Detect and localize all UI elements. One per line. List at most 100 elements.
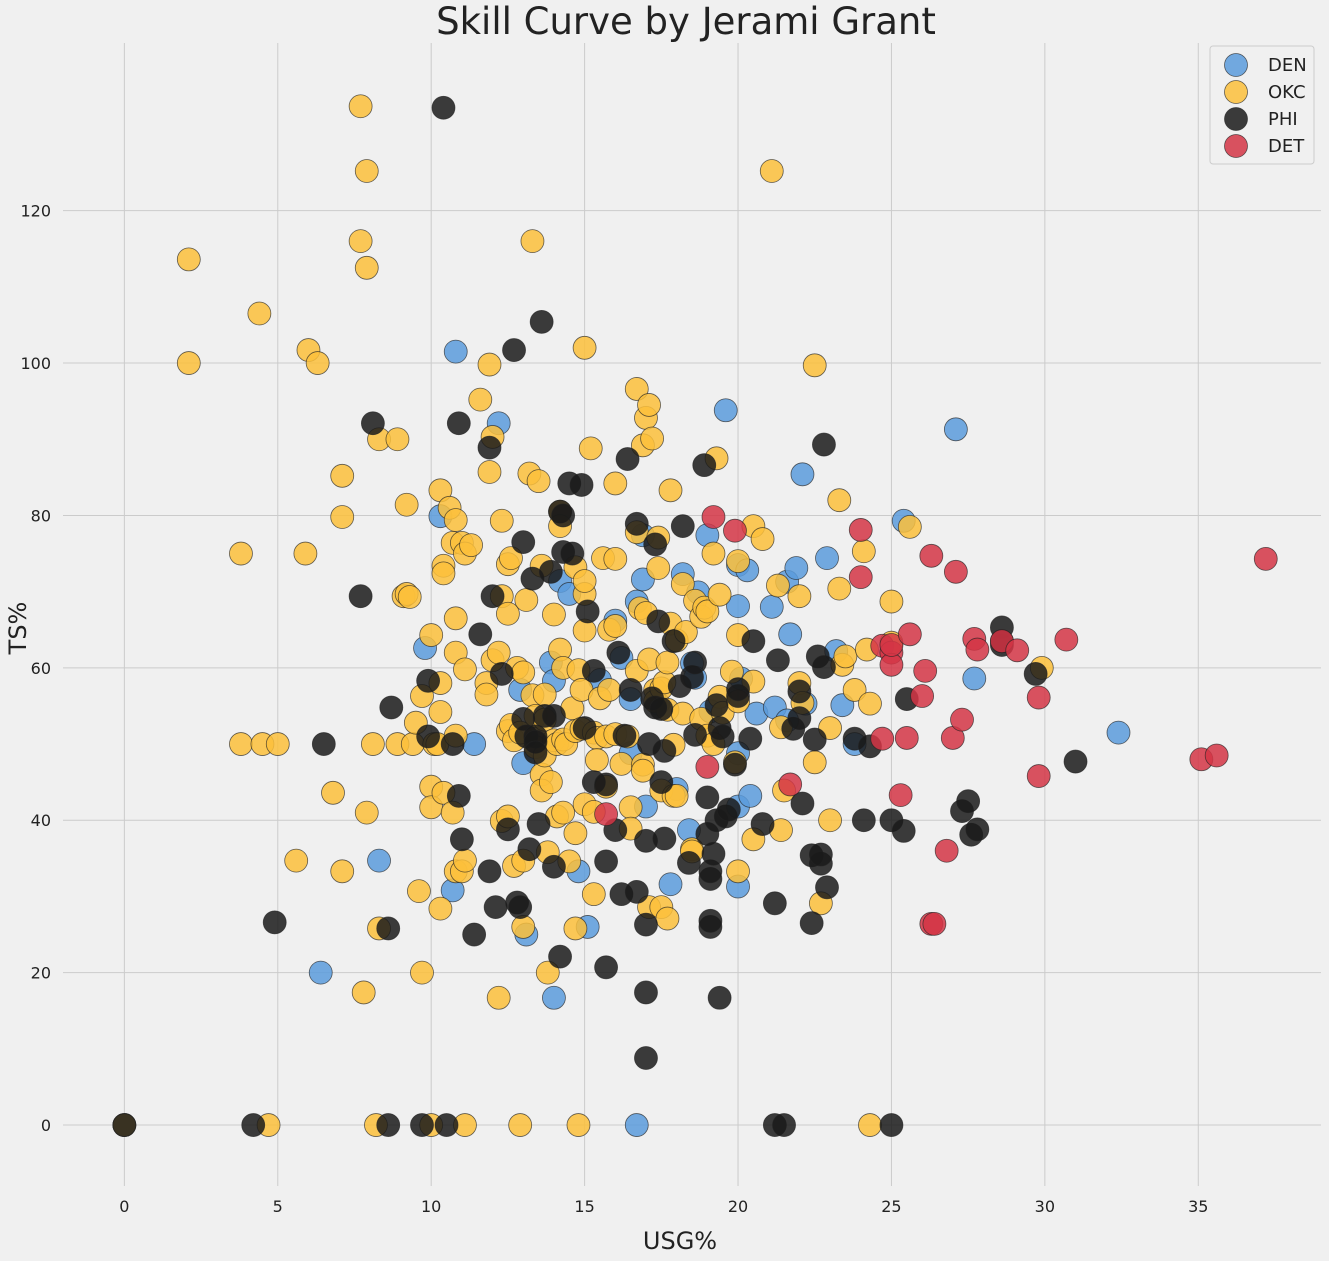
- data-point: [609, 751, 634, 776]
- data-point: [563, 916, 588, 941]
- data-point: [759, 594, 784, 619]
- data-point: [1204, 743, 1229, 768]
- legend-marker: [1224, 134, 1248, 158]
- data-point: [265, 732, 290, 756]
- data-point: [597, 678, 622, 702]
- data-point: [517, 837, 542, 862]
- tick-labels: 0 5 10 15 20 25 30 35 0 20 40 60 80 100 120: [20, 202, 1208, 1216]
- y-tick-label: 20: [31, 964, 51, 983]
- data-point: [247, 301, 272, 326]
- series-okc: [112, 94, 1054, 1137]
- data-point: [523, 740, 548, 765]
- x-tick-label: 30: [1035, 1197, 1055, 1216]
- data-point: [176, 247, 201, 272]
- data-point: [594, 802, 618, 827]
- data-point: [477, 859, 502, 884]
- data-point: [348, 584, 373, 609]
- data-point: [446, 783, 471, 808]
- y-tick-label: 80: [31, 506, 51, 525]
- data-point: [330, 463, 355, 488]
- data-point: [499, 546, 523, 571]
- data-point: [640, 426, 665, 451]
- data-point: [594, 955, 618, 980]
- data-point: [634, 912, 658, 937]
- data-point: [468, 622, 493, 647]
- data-point: [434, 1113, 459, 1137]
- data-point: [891, 819, 916, 843]
- data-point: [692, 453, 717, 478]
- data-point: [508, 1113, 533, 1137]
- data-point: [879, 589, 904, 614]
- data-point: [965, 637, 990, 662]
- data-point: [486, 985, 511, 1010]
- data-point: [790, 462, 815, 487]
- data-point: [950, 707, 974, 732]
- data-point: [443, 606, 468, 631]
- data-point: [848, 518, 873, 542]
- data-point: [376, 916, 401, 941]
- series-phi: [112, 95, 1088, 1137]
- data-point: [698, 908, 723, 933]
- data-point: [778, 772, 803, 797]
- data-point: [787, 706, 812, 731]
- y-tick-label: 0: [41, 1116, 51, 1135]
- data-point: [670, 572, 695, 596]
- data-point: [360, 411, 385, 436]
- data-point: [428, 896, 453, 921]
- data-point: [511, 530, 536, 555]
- data-point: [766, 648, 790, 673]
- data-point: [726, 677, 750, 702]
- data-point: [376, 1113, 401, 1137]
- data-point: [379, 695, 404, 720]
- data-point: [1054, 627, 1079, 652]
- data-point: [542, 854, 566, 879]
- data-point: [449, 827, 474, 852]
- data-point: [594, 849, 618, 874]
- data-point: [701, 541, 726, 566]
- data-point: [508, 895, 533, 920]
- data-point: [511, 660, 536, 685]
- data-point: [815, 875, 839, 900]
- data-point: [483, 895, 508, 920]
- data-point: [624, 879, 649, 904]
- data-point: [428, 700, 453, 724]
- data-point: [618, 795, 643, 820]
- data-point: [649, 697, 674, 721]
- data-point: [330, 505, 355, 529]
- legend-label: DET: [1268, 136, 1305, 157]
- data-point: [624, 377, 649, 401]
- data-point: [888, 783, 913, 807]
- data-point: [683, 722, 707, 747]
- data-point: [496, 601, 520, 626]
- data-point: [367, 848, 391, 873]
- chart-title: Skill Curve by Jerami Grant: [436, 0, 936, 43]
- data-point: [502, 338, 526, 362]
- data-point: [612, 723, 637, 748]
- data-point: [812, 432, 836, 457]
- data-point: [489, 508, 514, 533]
- y-tick-label: 120: [20, 202, 51, 221]
- data-point: [799, 911, 824, 936]
- data-point: [1023, 662, 1048, 686]
- data-point: [683, 650, 707, 675]
- data-point: [851, 808, 876, 833]
- data-point: [858, 1113, 882, 1137]
- data-point: [701, 505, 726, 529]
- data-point: [462, 922, 487, 947]
- data-point: [894, 726, 919, 750]
- data-point: [453, 657, 477, 682]
- data-point: [584, 748, 609, 772]
- data-point: [241, 1113, 266, 1137]
- data-point: [695, 599, 720, 624]
- data-point: [496, 817, 520, 842]
- data-point: [542, 703, 566, 728]
- data-point: [910, 684, 935, 708]
- data-point: [858, 691, 882, 716]
- data-point: [311, 732, 336, 756]
- data-point: [330, 859, 355, 884]
- data-point: [511, 915, 536, 939]
- data-point: [1253, 546, 1278, 571]
- data-point: [766, 573, 790, 598]
- data-point: [624, 1113, 649, 1137]
